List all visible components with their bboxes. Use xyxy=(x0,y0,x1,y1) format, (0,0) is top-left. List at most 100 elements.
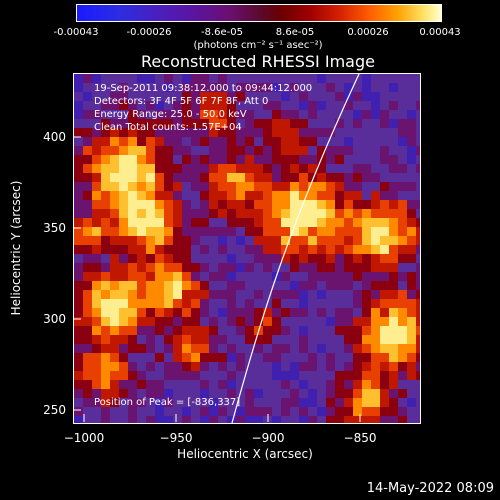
heatmap-cell xyxy=(191,416,200,423)
heatmap-cell xyxy=(92,110,101,119)
heatmap-cell xyxy=(101,353,110,362)
heatmap-cell xyxy=(416,299,420,308)
heatmap-cell xyxy=(74,173,83,182)
heatmap-cell xyxy=(281,335,290,344)
heatmap-cell xyxy=(416,128,420,137)
heatmap-cell xyxy=(182,137,191,146)
heatmap-cell xyxy=(371,110,380,119)
heatmap-cell xyxy=(299,200,308,209)
heatmap-cell xyxy=(110,209,119,218)
heatmap-cell xyxy=(83,416,92,423)
heatmap-cell xyxy=(92,362,101,371)
heatmap-cell xyxy=(389,380,398,389)
heatmap-cell xyxy=(416,290,420,299)
heatmap-cell xyxy=(245,335,254,344)
heatmap-cell xyxy=(137,128,146,137)
heatmap-cell xyxy=(317,380,326,389)
heatmap-cell xyxy=(317,236,326,245)
heatmap-cell xyxy=(83,182,92,191)
heatmap-cell xyxy=(335,344,344,353)
heatmap-cell xyxy=(74,281,83,290)
heatmap-cell xyxy=(146,290,155,299)
x-tick: −1000 xyxy=(63,431,105,445)
heatmap-cell xyxy=(290,317,299,326)
heatmap-cell xyxy=(380,227,389,236)
heatmap-cell xyxy=(308,101,317,110)
heatmap-cell xyxy=(254,164,263,173)
heatmap-cell xyxy=(164,173,173,182)
heatmap-cell xyxy=(173,254,182,263)
heatmap-cell xyxy=(191,191,200,200)
heatmap-cell xyxy=(155,317,164,326)
heatmap-cell xyxy=(200,83,209,92)
heatmap-cell xyxy=(308,299,317,308)
heatmap-cell xyxy=(344,389,353,398)
heatmap-cell xyxy=(83,299,92,308)
heatmap-cell xyxy=(236,254,245,263)
heatmap-cell xyxy=(263,371,272,380)
heatmap-cell xyxy=(245,182,254,191)
heatmap-cell xyxy=(281,380,290,389)
heatmap-cell xyxy=(272,344,281,353)
heatmap-cell xyxy=(146,344,155,353)
heatmap-cell xyxy=(182,200,191,209)
heatmap-cell xyxy=(218,398,227,407)
heatmap-cell xyxy=(272,155,281,164)
heatmap-cell xyxy=(362,308,371,317)
heatmap-cell xyxy=(137,92,146,101)
heatmap-cell xyxy=(416,92,420,101)
heatmap-cell xyxy=(209,416,218,423)
heatmap-cell xyxy=(146,74,155,83)
heatmap-cell xyxy=(182,254,191,263)
heatmap-cell xyxy=(371,326,380,335)
heatmap-cell xyxy=(326,299,335,308)
heatmap-cell xyxy=(353,344,362,353)
heatmap-cell xyxy=(398,74,407,83)
heatmap-cell xyxy=(92,407,101,416)
heatmap-cell xyxy=(344,209,353,218)
heatmap-cell xyxy=(344,191,353,200)
heatmap-cell xyxy=(317,245,326,254)
heatmap-cell xyxy=(173,155,182,164)
heatmap-cell xyxy=(155,398,164,407)
heatmap-cell xyxy=(227,398,236,407)
heatmap-cell xyxy=(155,218,164,227)
heatmap-cell xyxy=(380,137,389,146)
heatmap-cell xyxy=(92,299,101,308)
heatmap-cell xyxy=(389,398,398,407)
heatmap-cell xyxy=(128,92,137,101)
heatmap-cell xyxy=(173,182,182,191)
heatmap-cell xyxy=(317,398,326,407)
heatmap-cell xyxy=(209,344,218,353)
heatmap-cell xyxy=(209,299,218,308)
heatmap-cell xyxy=(317,209,326,218)
heatmap-cell xyxy=(119,389,128,398)
heatmap-cell xyxy=(299,335,308,344)
heatmap-cell xyxy=(281,119,290,128)
heatmap-cell xyxy=(326,191,335,200)
heatmap-cell xyxy=(173,290,182,299)
heatmap-cell xyxy=(335,362,344,371)
heatmap-cell xyxy=(83,155,92,164)
heatmap-cell xyxy=(173,299,182,308)
heatmap-cell xyxy=(191,245,200,254)
heatmap-cell xyxy=(209,254,218,263)
heatmap-cell xyxy=(326,353,335,362)
heatmap-cell xyxy=(398,308,407,317)
heatmap-cell xyxy=(380,155,389,164)
heatmap-cell xyxy=(272,299,281,308)
heatmap-cell xyxy=(344,173,353,182)
heatmap-cell xyxy=(398,353,407,362)
heatmap-cell xyxy=(146,326,155,335)
heatmap-cell xyxy=(227,416,236,423)
heatmap-cell xyxy=(227,308,236,317)
heatmap-cell xyxy=(335,173,344,182)
heatmap-cell xyxy=(362,227,371,236)
heatmap-cell xyxy=(110,371,119,380)
heatmap-cell xyxy=(398,191,407,200)
heatmap-cell xyxy=(128,182,137,191)
heatmap-cell xyxy=(362,353,371,362)
heatmap-cell xyxy=(380,128,389,137)
heatmap-cell xyxy=(191,272,200,281)
heatmap-cell xyxy=(245,128,254,137)
